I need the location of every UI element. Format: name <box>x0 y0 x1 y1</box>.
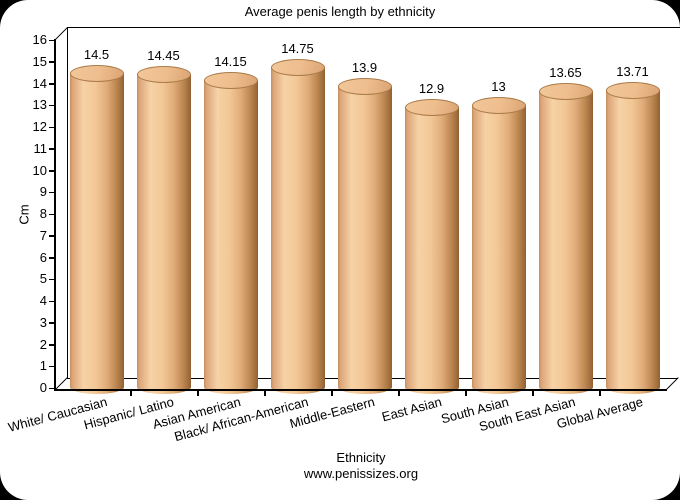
y-axis-tick <box>49 170 55 172</box>
x-axis-tick <box>331 391 333 396</box>
bar-cylinder-top <box>404 99 459 117</box>
y-axis-tick <box>49 344 55 346</box>
y-axis-title: Cm <box>16 204 32 225</box>
y-axis-tick-label: 13 <box>32 97 47 113</box>
source-url: www.penissizes.org <box>303 466 419 481</box>
x-axis-tick <box>398 391 400 396</box>
bar-cylinder-top <box>471 97 526 115</box>
x-axis-tick <box>599 391 601 396</box>
x-axis-tick <box>197 391 199 396</box>
y-axis-tick-label: 0 <box>39 380 47 395</box>
y-axis-tick <box>49 387 55 389</box>
y-axis-tick-label: 12 <box>32 119 47 134</box>
y-axis-tick <box>49 278 55 281</box>
bar-value-label: 13.65 <box>549 65 582 81</box>
y-axis-tick <box>49 213 55 215</box>
y-axis-tick <box>49 83 55 85</box>
y-axis-tick <box>49 235 55 237</box>
plot-back-top-line <box>67 27 680 29</box>
bar-value-label: 14.45 <box>147 47 180 63</box>
bar-cylinder <box>538 83 593 394</box>
y-axis-tick-label: 9 <box>39 184 47 200</box>
y-axis-tick <box>49 148 55 150</box>
bar-cylinder <box>404 99 459 394</box>
bar-cylinder-top <box>538 83 593 101</box>
y-axis-tick <box>49 257 55 259</box>
y-axis-tick-label: 10 <box>32 162 47 178</box>
y-axis-tick <box>49 39 55 41</box>
bar-value-label: 14.5 <box>83 46 110 62</box>
x-axis-tick <box>130 391 132 396</box>
bar-cylinder-top <box>136 65 191 83</box>
bar-cylinder <box>136 65 191 394</box>
y-axis-tick <box>49 104 55 107</box>
bar-cylinder <box>69 64 124 394</box>
x-axis-line <box>54 389 667 391</box>
y-axis-tick-label: 5 <box>39 271 47 287</box>
y-axis-tick <box>49 365 55 368</box>
bar-cylinder-body <box>538 91 593 394</box>
y-axis-line <box>54 39 56 391</box>
bar-cylinder <box>203 72 258 394</box>
y-axis-tick-label: 1 <box>39 358 47 374</box>
bar-value-label: 12.9 <box>418 81 445 97</box>
bar-cylinder-top <box>270 59 325 77</box>
y-axis-tick <box>49 61 55 63</box>
bar-cylinder-body <box>136 73 191 394</box>
bar-cylinder <box>471 97 526 394</box>
y-axis-tick-label: 16 <box>32 32 47 47</box>
x-axis-tick <box>465 391 467 396</box>
x-axis-title: Ethnicity <box>336 450 386 465</box>
bar-cylinder-body <box>337 85 392 394</box>
bar-cylinder-top <box>337 77 392 95</box>
y-axis-tick-label: 4 <box>39 293 47 308</box>
y-axis-tick <box>49 191 55 194</box>
bar-value-label: 14.15 <box>214 54 247 70</box>
y-axis-tick-label: 2 <box>39 336 47 352</box>
plot-corner-right-diagonal <box>665 377 680 391</box>
bar-cylinder <box>605 81 660 394</box>
chart-title: Average penis length by ethnicity <box>244 4 436 19</box>
y-axis-tick-label: 11 <box>33 140 48 156</box>
y-axis-tick-label: 7 <box>39 227 47 243</box>
y-axis-tick-label: 15 <box>32 53 47 69</box>
x-axis-tick <box>264 391 266 396</box>
y-axis-tick <box>49 126 55 128</box>
bar-cylinder <box>337 77 392 394</box>
bar-cylinder-body <box>270 67 325 394</box>
y-axis-tick-label: 8 <box>39 206 47 221</box>
x-axis-tick <box>532 391 534 396</box>
plot-back-left-line <box>66 28 68 378</box>
y-axis-tick-label: 3 <box>39 314 47 330</box>
bar-cylinder-body <box>471 105 526 394</box>
y-axis-tick <box>49 322 55 324</box>
bar-cylinder-top <box>69 64 124 82</box>
y-axis-tick <box>49 300 55 302</box>
y-axis-tick-label: 6 <box>39 249 47 265</box>
bar-cylinder-top <box>203 72 258 90</box>
y-axis-tick-label: 14 <box>32 75 47 91</box>
x-axis-category-label: East Asian <box>380 394 444 425</box>
bar-value-label: 13 <box>491 79 506 95</box>
bar-cylinder-top <box>605 81 660 99</box>
bar-cylinder-body <box>69 72 124 394</box>
bar-cylinder-body <box>404 107 459 394</box>
bar-cylinder-body <box>605 89 660 394</box>
bar-cylinder-body <box>203 80 258 394</box>
bar-value-label: 13.9 <box>351 59 378 75</box>
bar-value-label: 14.75 <box>281 41 314 57</box>
bar-cylinder <box>270 59 325 394</box>
bar-value-label: 13.71 <box>616 63 649 79</box>
